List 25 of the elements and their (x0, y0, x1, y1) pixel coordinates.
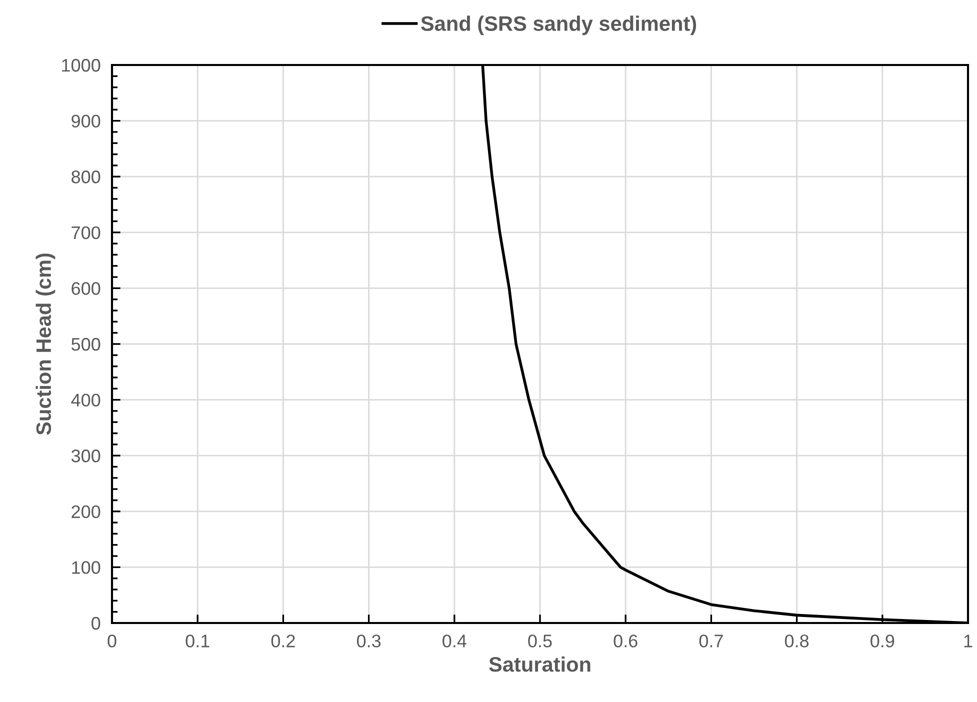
y-axis-title: Suction Head (cm) (36, 254, 56, 435)
y-tick-label: 400 (71, 394, 100, 407)
x-tick-label: 0.1 (186, 634, 210, 648)
x-tick-label: 0.5 (528, 634, 552, 648)
x-tick-label: 0.9 (870, 634, 894, 648)
y-tick-label: 600 (72, 282, 100, 295)
legend-label: Sand (SRS sandy sediment) (421, 16, 696, 36)
x-tick-label: 0.4 (442, 634, 466, 648)
y-tick-label: 100 (72, 561, 100, 574)
y-tick-label: 1000 (62, 58, 100, 72)
y-tick-label: 300 (71, 450, 100, 462)
x-tick-label: 0.6 (614, 634, 638, 648)
y-tick-label: 900 (72, 114, 100, 128)
x-axis-title: Saturation (489, 656, 590, 672)
x-tick-label: 0 (108, 634, 116, 648)
y-tick-label: 0 (92, 616, 100, 630)
x-tick-label: 0.7 (699, 634, 723, 648)
y-tick-label: 700 (72, 226, 100, 240)
y-tick-label: 200 (72, 505, 100, 518)
x-tick-label: 1 (964, 634, 972, 648)
x-tick-label: 0.3 (356, 634, 381, 648)
x-tick-label: 0.2 (271, 634, 295, 648)
y-tick-label: 800 (72, 170, 100, 184)
y-tick-label: 500 (71, 338, 100, 351)
x-tick-label: 0.8 (784, 634, 809, 648)
